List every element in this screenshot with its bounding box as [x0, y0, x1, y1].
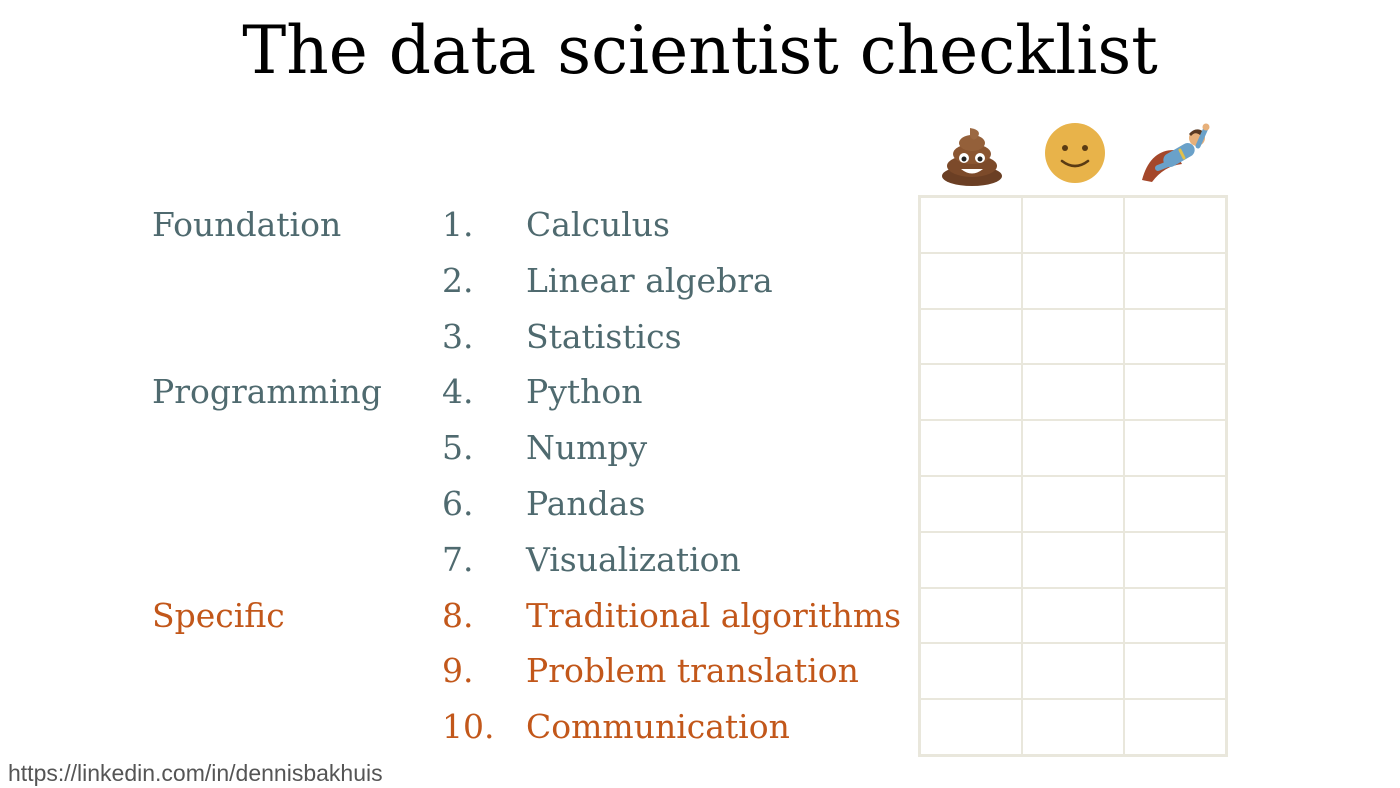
item-number: 9.	[442, 651, 474, 691]
list-item: Programming 4. Python	[0, 364, 915, 420]
checkbox-cell[interactable]	[920, 475, 1022, 532]
checkbox-cell[interactable]	[1124, 531, 1226, 588]
item-label: Linear algebra	[526, 260, 773, 300]
checkbox-cell[interactable]	[920, 197, 1022, 253]
checkbox-cell[interactable]	[920, 531, 1022, 588]
item-label: Calculus	[526, 205, 670, 244]
checkbox-cell[interactable]	[920, 420, 1022, 476]
checkbox-cell[interactable]	[1022, 475, 1124, 532]
checkbox-cell[interactable]	[1022, 699, 1124, 755]
list-item: 5. Numpy	[0, 420, 915, 476]
item-label: Traditional algorithms	[526, 595, 902, 635]
item-label: Pandas	[526, 484, 646, 523]
list-item: 2. Linear algebra	[0, 253, 915, 309]
checkbox-cell[interactable]	[1124, 252, 1226, 309]
checkbox-cell[interactable]	[1022, 420, 1124, 476]
checkbox-cell[interactable]	[1124, 420, 1226, 476]
checkbox-cell[interactable]	[1022, 643, 1124, 700]
group-label: Foundation	[152, 205, 342, 244]
page-title: The data scientist checklist	[242, 12, 1158, 89]
list-item: 6. Pandas	[0, 476, 915, 532]
group-label: Programming	[152, 372, 382, 412]
checkbox-cell[interactable]	[1022, 308, 1124, 365]
item-label: Numpy	[526, 428, 648, 468]
poop-emoji-icon	[937, 120, 1007, 190]
checkbox-cell[interactable]	[1124, 364, 1226, 421]
item-number: 3.	[442, 316, 474, 356]
footer-url: https://linkedin.com/in/dennisbakhuis	[8, 760, 383, 786]
checkbox-cell[interactable]	[920, 308, 1022, 365]
list-item: 7. Visualization	[0, 532, 915, 588]
checkbox-cell[interactable]	[1022, 252, 1124, 309]
flying-superhero-icon	[1140, 120, 1210, 190]
list-item: 9. Problem translation	[0, 643, 915, 699]
list-item: 10. Communication	[0, 699, 915, 755]
item-number: 6.	[442, 484, 474, 523]
item-number: 1.	[442, 205, 474, 244]
checkbox-cell[interactable]	[1022, 364, 1124, 421]
checkbox-cell[interactable]	[1124, 308, 1226, 365]
checkbox-cell[interactable]	[920, 364, 1022, 421]
checkbox-cell[interactable]	[1124, 587, 1226, 644]
checkbox-cell[interactable]	[1022, 587, 1124, 644]
checkbox-cell[interactable]	[1022, 197, 1124, 253]
list-item: 3. Statistics	[0, 309, 915, 365]
checkbox-cell[interactable]	[920, 699, 1022, 755]
item-number: 8.	[442, 595, 474, 635]
item-label: Visualization	[526, 539, 741, 579]
item-label: Problem translation	[526, 651, 859, 691]
list-item: Foundation 1. Calculus	[0, 197, 915, 253]
checklist-grid	[918, 195, 1228, 757]
item-number: 5.	[442, 428, 474, 468]
item-label: Statistics	[526, 316, 682, 356]
checkbox-cell[interactable]	[1124, 475, 1226, 532]
smiley-face-icon	[1040, 120, 1110, 190]
list-item: Specific 8. Traditional algorithms	[0, 588, 915, 644]
checkbox-cell[interactable]	[920, 587, 1022, 644]
checkbox-cell[interactable]	[1124, 197, 1226, 253]
group-label: Specific	[152, 595, 285, 635]
checkbox-cell[interactable]	[1124, 699, 1226, 755]
checkbox-cell[interactable]	[1124, 643, 1226, 700]
item-number: 4.	[442, 372, 474, 412]
item-number: 10.	[442, 707, 495, 747]
item-number: 7.	[442, 539, 474, 579]
checkbox-cell[interactable]	[920, 252, 1022, 309]
item-number: 2.	[442, 260, 474, 300]
item-label: Communication	[526, 707, 790, 747]
checkbox-cell[interactable]	[920, 643, 1022, 700]
item-label: Python	[526, 372, 643, 412]
checkbox-cell[interactable]	[1022, 531, 1124, 588]
